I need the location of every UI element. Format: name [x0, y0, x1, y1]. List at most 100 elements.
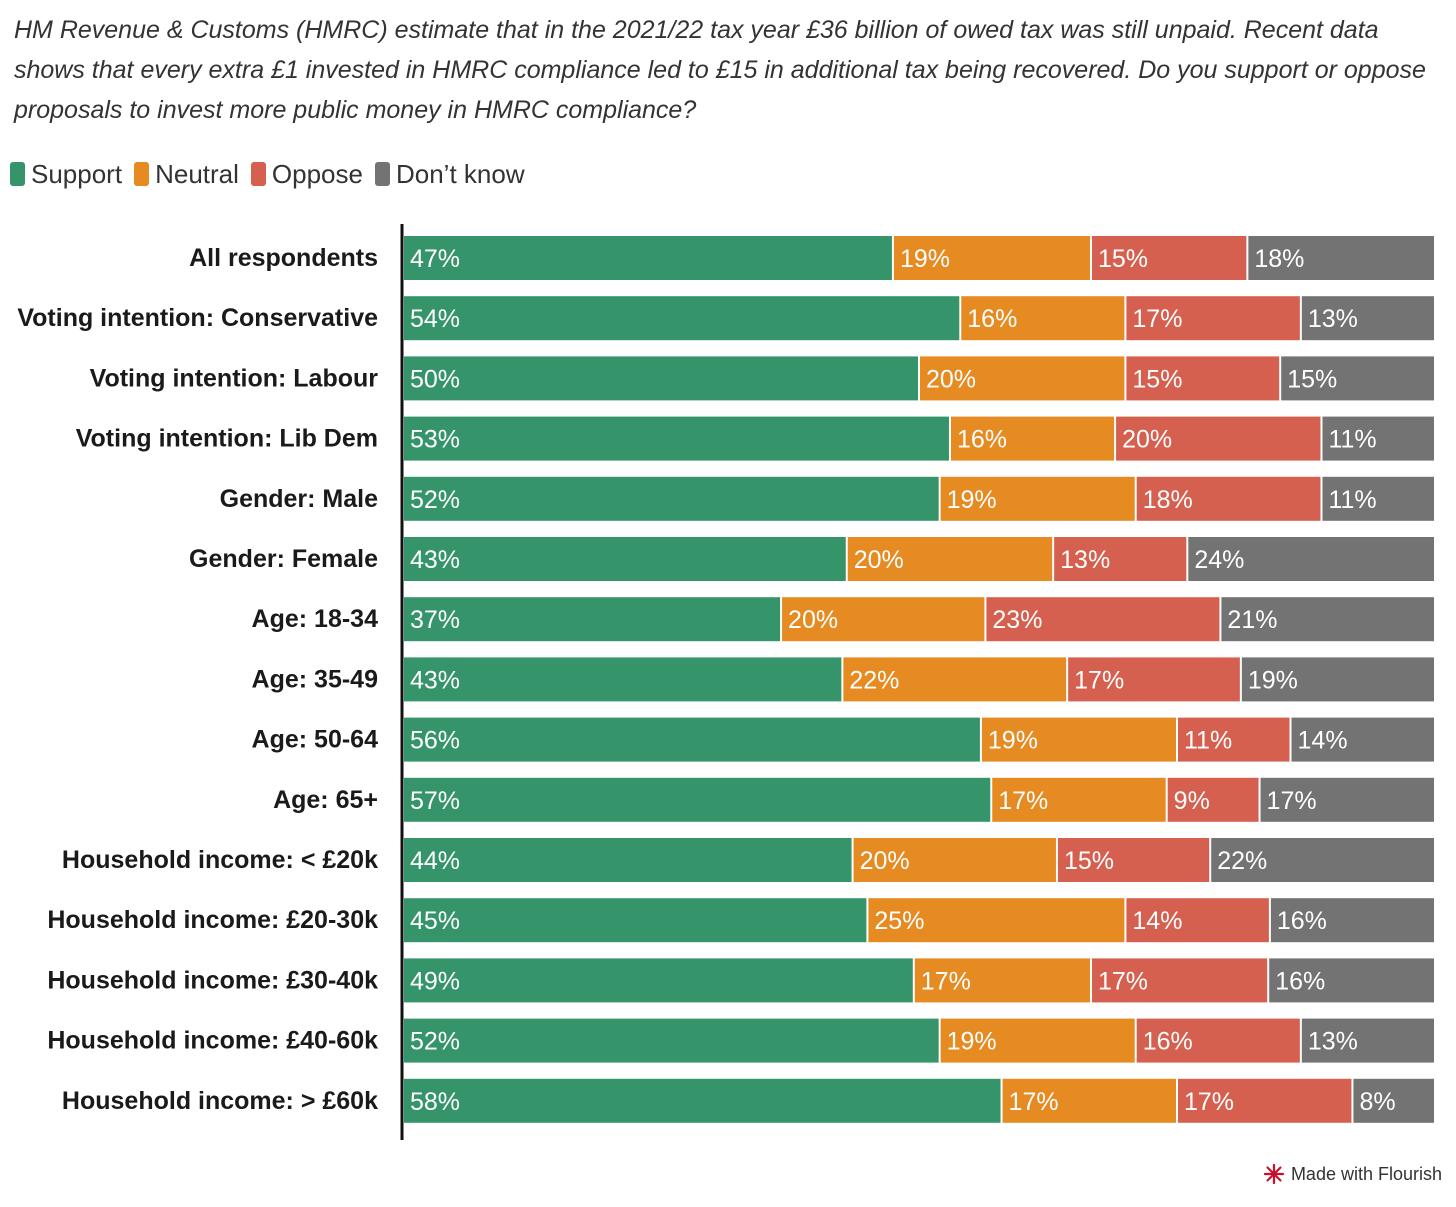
bar-segment-oppose[interactable] [1126, 296, 1300, 341]
category-label: Voting intention: Lib Dem [76, 425, 378, 453]
category-label: Age: 18-34 [252, 605, 379, 633]
bar-segment-neutral[interactable] [981, 717, 1176, 762]
data-label-oppose: 13% [1060, 546, 1110, 574]
bar-segment-oppose[interactable] [1116, 416, 1321, 461]
bar-segment-oppose[interactable] [1092, 236, 1247, 280]
data-label-support: 52% [410, 486, 460, 514]
data-label-oppose: 11% [1184, 727, 1232, 755]
stacked-bar-chart: All respondents 47% 19% 15% 18% Voting intent… [17, 224, 1434, 1140]
bar-segment-support[interactable] [404, 657, 842, 702]
bar-segment-don-t-know[interactable] [1322, 476, 1434, 521]
category-label: Voting intention: Labour [90, 364, 379, 392]
data-label-support: 45% [410, 907, 460, 935]
data-label-neutral: 16% [957, 426, 1007, 454]
data-label-oppose: 15% [1064, 847, 1114, 875]
legend-item-dont-know[interactable]: Don’t know [374, 159, 525, 190]
bar-segment-don-t-know[interactable] [1260, 777, 1434, 822]
category-label: Household income: < £20k [62, 846, 378, 874]
bar-segment-neutral[interactable] [1002, 1078, 1176, 1123]
bar-segment-support[interactable] [404, 1078, 1001, 1123]
bar-segment-neutral[interactable] [914, 958, 1090, 1003]
bar-segment-neutral[interactable] [868, 898, 1125, 943]
data-label-support: 54% [410, 305, 460, 333]
bar-segment-don-t-know[interactable] [1281, 356, 1434, 401]
data-label-don-t-know: 21% [1227, 606, 1277, 634]
data-label-oppose: 23% [992, 606, 1042, 634]
data-label-neutral: 22% [849, 666, 899, 694]
data-label-don-t-know: 18% [1254, 245, 1304, 273]
bar-segment-oppose[interactable] [1178, 1078, 1352, 1123]
bar-segment-oppose[interactable] [1178, 717, 1290, 762]
bar-segment-support[interactable] [404, 777, 991, 822]
bar-segment-don-t-know[interactable] [1322, 416, 1434, 461]
data-label-support: 49% [410, 967, 460, 995]
bar-segment-oppose[interactable] [1167, 777, 1259, 822]
data-label-oppose: 18% [1143, 486, 1193, 514]
bar-segment-neutral[interactable] [893, 236, 1090, 280]
bar-segment-support[interactable] [404, 236, 892, 280]
bar-segment-oppose[interactable] [1126, 898, 1269, 943]
bar-segment-oppose[interactable] [1136, 476, 1321, 521]
bar-segment-don-t-know[interactable] [1301, 1018, 1434, 1063]
bar-segment-support[interactable] [404, 898, 867, 943]
bar-segment-support[interactable] [404, 296, 960, 341]
bar-segment-don-t-know[interactable] [1291, 717, 1434, 762]
bar-segment-neutral[interactable] [992, 777, 1166, 822]
bar-segment-neutral[interactable] [853, 838, 1056, 882]
bar-segment-support[interactable] [404, 717, 980, 762]
legend-label-neutral: Neutral [155, 158, 239, 189]
bar-segment-oppose[interactable] [1136, 1018, 1300, 1063]
bar-segment-don-t-know[interactable] [1301, 296, 1434, 341]
category-label: All respondents [189, 244, 378, 272]
bar-segment-support[interactable] [404, 597, 781, 642]
bar-segment-support[interactable] [404, 537, 846, 581]
bar-segment-don-t-know[interactable] [1269, 958, 1434, 1003]
legend-swatch-dont-know [374, 162, 390, 186]
bar-segment-oppose[interactable] [1068, 657, 1240, 702]
data-label-support: 43% [410, 546, 460, 574]
data-label-don-t-know: 22% [1217, 847, 1267, 875]
bar-segment-don-t-know[interactable] [1188, 537, 1434, 581]
legend-item-support[interactable]: Support [10, 159, 122, 190]
bar-segment-oppose[interactable] [1054, 537, 1187, 581]
bar-segment-neutral[interactable] [950, 416, 1115, 461]
bar-segment-neutral[interactable] [920, 356, 1125, 401]
legend-item-neutral[interactable]: Neutral [134, 159, 239, 190]
data-label-neutral: 16% [967, 305, 1017, 333]
legend-swatch-oppose [250, 162, 266, 186]
bar-segment-don-t-know[interactable] [1221, 597, 1434, 642]
bar-segment-support[interactable] [404, 958, 913, 1003]
bar-segment-oppose[interactable] [986, 597, 1220, 642]
bar-segment-don-t-know[interactable] [1248, 236, 1434, 280]
category-label: Household income: £30-40k [47, 966, 378, 994]
bar-segment-don-t-know[interactable] [1270, 898, 1434, 943]
bar-segment-neutral[interactable] [940, 1018, 1135, 1063]
legend-swatch-support [10, 162, 25, 186]
legend-item-oppose[interactable]: Oppose [250, 159, 363, 190]
bar-segment-support[interactable] [404, 476, 939, 521]
bar-segment-support[interactable] [404, 416, 949, 461]
bar-segment-oppose[interactable] [1126, 356, 1280, 401]
bar-segment-neutral[interactable] [847, 537, 1053, 581]
bar-segment-support[interactable] [404, 356, 918, 401]
bar-segment-neutral[interactable] [940, 476, 1135, 521]
bar-segment-don-t-know[interactable] [1241, 657, 1434, 702]
bar-segment-don-t-know[interactable] [1353, 1078, 1434, 1123]
data-label-oppose: 15% [1098, 245, 1148, 273]
bar-segment-oppose[interactable] [1057, 838, 1210, 882]
flourish-label: Made with Flourish [1290, 1163, 1442, 1184]
bar-segment-support[interactable] [404, 838, 852, 882]
flourish-branding[interactable]: Made with Flourish [1263, 1163, 1442, 1185]
data-label-neutral: 17% [921, 967, 971, 995]
data-label-support: 43% [410, 666, 460, 694]
data-label-neutral: 19% [988, 727, 1038, 755]
bar-segment-don-t-know[interactable] [1211, 838, 1434, 882]
bar-segment-support[interactable] [404, 1018, 939, 1063]
bar-segment-oppose[interactable] [1092, 958, 1268, 1003]
category-label: Gender: Female [189, 545, 378, 573]
data-label-don-t-know: 17% [1267, 787, 1317, 815]
bar-segment-neutral[interactable] [782, 597, 985, 642]
category-label: Age: 35-49 [252, 665, 378, 693]
bar-segment-neutral[interactable] [843, 657, 1067, 702]
bar-segment-neutral[interactable] [961, 296, 1125, 341]
